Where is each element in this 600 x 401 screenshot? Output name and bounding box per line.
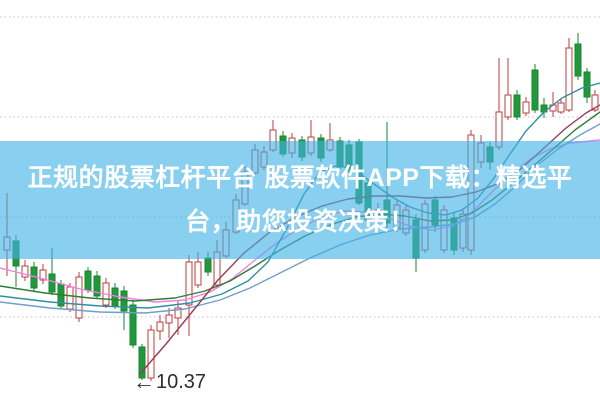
candle-down xyxy=(513,90,521,120)
candle-body xyxy=(138,346,146,379)
candle-up xyxy=(522,97,530,116)
candle-down xyxy=(531,64,539,113)
candle-body xyxy=(93,275,101,297)
candle-down xyxy=(84,267,92,293)
banner-title-line2: 台，助您投资决策！ xyxy=(185,208,415,236)
left-arrow-icon: ← xyxy=(133,369,155,394)
candle-body xyxy=(531,69,539,111)
candle-up xyxy=(165,308,173,338)
candle-body xyxy=(583,71,591,98)
candle-body xyxy=(194,261,202,286)
candle-body xyxy=(66,286,74,310)
candle-up xyxy=(185,255,193,336)
banner-title-line1: 正规的股票杠杆平台 股票软件APP下载：精选平 xyxy=(27,164,573,192)
candle-up xyxy=(147,325,155,381)
candle-down xyxy=(574,33,582,80)
low-price-value: 10.37 xyxy=(156,371,207,393)
candle-body xyxy=(522,101,530,114)
candle-body xyxy=(204,257,212,273)
candle-body xyxy=(84,270,92,291)
candle-up xyxy=(39,264,47,284)
candle-body xyxy=(21,265,29,278)
candle-down xyxy=(93,271,101,298)
candle-body xyxy=(591,94,599,111)
candle-up xyxy=(102,278,110,308)
candle-body xyxy=(557,102,565,113)
candle-body xyxy=(174,307,182,319)
candle-body xyxy=(129,304,137,346)
candle-body xyxy=(504,94,512,118)
overlay-banner: 正规的股票杠杆平台 股票软件APP下载：精选平 台，助您投资决策！ xyxy=(0,141,600,259)
candle-body xyxy=(185,261,193,306)
candle-body xyxy=(513,94,521,118)
banner-title: 正规的股票杠杆平台 股票软件APP下载：精选平 台，助您投资决策！ xyxy=(0,156,600,244)
candle-up xyxy=(21,260,29,281)
candle-body xyxy=(147,329,155,379)
candle-body xyxy=(574,43,582,77)
candle-up xyxy=(495,58,503,150)
candle-body xyxy=(565,47,573,111)
candle-body xyxy=(48,273,56,293)
candle-body xyxy=(156,321,164,332)
candle-up xyxy=(565,38,573,112)
candle-up xyxy=(504,58,512,120)
candle-up xyxy=(156,315,164,340)
candle-down xyxy=(583,68,591,103)
candle-down xyxy=(120,286,128,330)
candle-body xyxy=(39,269,47,281)
candle-body xyxy=(165,314,173,324)
price-annotation: ← 10.37 xyxy=(133,369,207,394)
candle-up xyxy=(557,99,565,114)
candle-down xyxy=(138,344,146,380)
